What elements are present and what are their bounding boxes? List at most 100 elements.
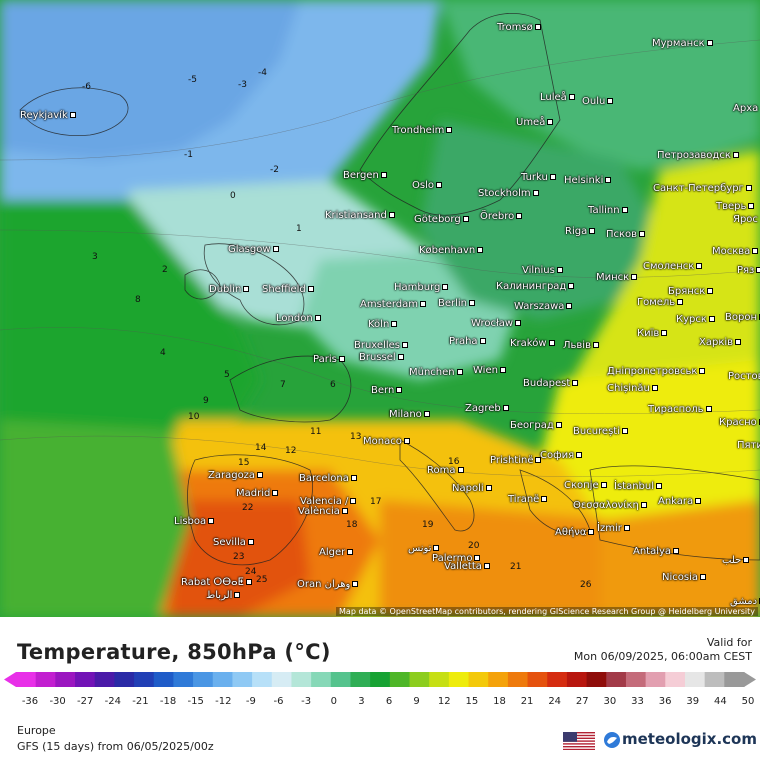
city-label: Тирасполь — [648, 404, 712, 415]
city-label: Tallinn — [588, 205, 628, 216]
city-label: București — [573, 426, 628, 437]
isotherm-value-label: -5 — [188, 75, 197, 85]
scale-swatch — [134, 672, 155, 687]
scale-swatch — [547, 672, 568, 687]
isotherm-value-label: 6 — [330, 380, 336, 390]
scale-swatch — [193, 672, 214, 687]
city-label: Львів — [563, 340, 599, 351]
scale-tick-label: -6 — [273, 696, 284, 707]
model-run-label: GFS (15 days) from 06/05/2025/00z — [17, 740, 214, 753]
city-label: Ярос — [733, 214, 760, 225]
scale-swatch — [507, 672, 529, 687]
city-label: Helsinki — [564, 175, 611, 186]
city-label: София — [540, 450, 582, 461]
scale-swatch — [409, 672, 430, 687]
scale-tick-label: -30 — [49, 696, 66, 707]
scale-swatch — [350, 672, 371, 687]
city-label: Sevilla — [213, 537, 254, 548]
city-label: Nicosia — [662, 572, 706, 583]
city-label: Göteborg — [414, 214, 469, 225]
isotherm-value-label: 0 — [230, 191, 236, 201]
map-attribution[interactable]: Map data © OpenStreetMap contributors, r… — [336, 607, 758, 616]
scale-swatch — [448, 672, 470, 687]
city-label: Tiranë — [508, 494, 547, 505]
scale-swatch — [488, 672, 509, 687]
scale-swatch — [114, 672, 135, 687]
city-label: Madrid — [236, 488, 278, 499]
city-label: Hamburg — [394, 282, 448, 293]
city-label: Roma — [427, 465, 464, 476]
city-label: Ankara — [658, 496, 701, 507]
scale-tick-label: 12 — [437, 696, 451, 707]
scale-tick-label: -3 — [301, 696, 312, 707]
city-label: حلب — [722, 555, 749, 566]
us-flag-icon[interactable] — [563, 732, 595, 750]
city-label: Oslo — [412, 180, 442, 191]
city-label: Valencia / — [300, 496, 356, 507]
isotherm-value-label: -2 — [270, 165, 279, 175]
scale-swatch — [429, 672, 450, 687]
city-label: Oran وهران — [297, 579, 358, 590]
scale-tick-label: 39 — [686, 696, 700, 707]
scale-tick-label: -12 — [215, 696, 232, 707]
isotherm-value-label: 23 — [233, 552, 245, 562]
isotherm-value-label: 8 — [135, 295, 141, 305]
city-label: Luleå — [540, 92, 575, 103]
city-label: Харків — [699, 337, 741, 348]
isotherm-value-label: 2 — [162, 265, 168, 275]
city-label: Гомель — [637, 297, 683, 308]
scale-swatch — [645, 672, 666, 687]
city-label: Tromsø — [497, 22, 541, 33]
scale-tick-label: -18 — [159, 696, 177, 707]
brand-name[interactable]: meteologix.com — [622, 730, 757, 748]
city-label: Kraków — [510, 338, 555, 349]
city-label: Kristiansand — [325, 210, 395, 221]
scale-tick-label: 33 — [631, 696, 644, 707]
scale-tick-label: 24 — [548, 696, 562, 707]
isotherm-value-label: 13 — [350, 432, 362, 442]
scale-tick-label: -21 — [132, 696, 149, 707]
scale-swatch — [35, 672, 56, 687]
scale-swatch — [311, 672, 332, 687]
city-label: Prishtinë — [490, 455, 541, 466]
valid-time: Mon 06/09/2025, 06:00am CEST — [573, 650, 752, 663]
city-label: Antalya — [633, 546, 679, 557]
city-label: Vilnius — [522, 265, 563, 276]
city-label: Θεσσαλονίκη — [573, 500, 647, 511]
city-label: Ряз — [737, 265, 760, 276]
isotherm-value-label: 9 — [203, 396, 209, 406]
isotherm-value-label: 14 — [255, 443, 267, 453]
isotherm-value-label: 25 — [256, 575, 268, 585]
city-label: Rabat ⵔⴱⴰⵟ — [181, 577, 252, 588]
color-scale-ticks: -36 -30 -27 -24 -21 -18 -15 -12 -9 -6 -3 0 3 6 9 12 15 18… — [0, 696, 760, 710]
scale-tick-label: 36 — [658, 696, 672, 707]
scale-swatch — [606, 672, 627, 687]
temperature-map[interactable]: Tromsø Мурманск Reykjavík Luleå Oulu Арха Tron… — [0, 0, 760, 617]
city-label: Смоленск — [643, 261, 702, 272]
scale-swatch — [330, 672, 351, 687]
city-label: تونس — [408, 543, 439, 554]
isotherm-value-label: 11 — [310, 427, 322, 437]
city-label: Ворон — [725, 312, 760, 323]
scale-swatch — [468, 672, 489, 687]
scale-min-arrow — [4, 672, 16, 687]
city-label: Örebro — [480, 211, 522, 222]
scale-swatch — [665, 672, 686, 687]
city-label: Αθήνα — [555, 527, 594, 538]
city-label: Санкт-Петербург — [653, 183, 752, 194]
city-label: Barcelona — [299, 473, 357, 484]
isotherm-value-label: 21 — [510, 562, 522, 572]
city-label: Петрозаводск — [657, 150, 739, 161]
city-label: Курск — [676, 314, 715, 325]
scale-swatch — [527, 672, 548, 687]
scale-tick-label: 27 — [575, 696, 589, 707]
scale-swatch — [370, 672, 391, 687]
isotherm-value-label: 19 — [422, 520, 434, 530]
city-label: Amsterdam — [360, 299, 426, 310]
scale-swatch — [55, 672, 76, 687]
scale-max-arrow — [744, 672, 756, 687]
isotherm-value-label: 20 — [468, 541, 480, 551]
city-label: Минск — [596, 272, 637, 283]
scale-tick-label: 44 — [714, 696, 727, 707]
scale-swatch — [232, 672, 253, 687]
